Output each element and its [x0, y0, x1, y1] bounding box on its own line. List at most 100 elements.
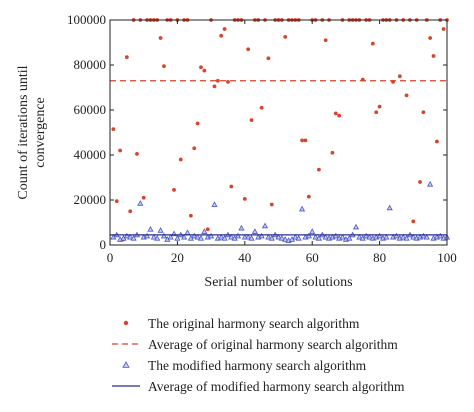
data-point-original	[178, 157, 183, 162]
data-point-original	[212, 84, 217, 89]
legend-entry-label: Average of original harmony search algor…	[148, 337, 398, 352]
data-point-original	[317, 167, 321, 172]
data-point-original	[404, 93, 409, 98]
x-tick-label: 0	[107, 250, 114, 265]
data-point-modified	[386, 204, 393, 211]
legend-entry-label: Average of modified harmony search algor…	[148, 379, 405, 394]
data-point-modified	[403, 235, 410, 241]
data-point-modified	[322, 233, 329, 240]
data-point-original	[337, 113, 342, 118]
data-point-modified	[238, 224, 245, 231]
data-point-modified	[312, 233, 319, 240]
data-point-modified	[410, 233, 417, 240]
x-tick-label: 100	[437, 250, 457, 265]
data-point-modified	[400, 233, 407, 240]
data-point-original	[226, 79, 230, 84]
data-point-modified	[184, 229, 191, 235]
data-point-modified	[437, 232, 444, 239]
data-point-original	[370, 41, 375, 46]
data-point-modified	[191, 232, 198, 239]
data-point-original	[441, 27, 446, 31]
data-point-modified	[147, 226, 154, 232]
data-point-original	[374, 110, 379, 115]
data-point-original	[259, 105, 264, 110]
x-tick-label: 80	[373, 250, 386, 265]
data-point-modified	[181, 233, 188, 240]
data-point-original	[205, 227, 210, 232]
x-tick-label: 20	[171, 250, 184, 265]
data-point-modified	[194, 233, 201, 240]
data-point-modified	[221, 235, 228, 241]
data-point-original	[202, 68, 207, 73]
data-point-modified	[160, 232, 167, 239]
data-point-original	[124, 55, 129, 60]
y-tick-label: 40000	[74, 147, 107, 162]
data-point-original	[118, 148, 123, 153]
data-layer	[110, 18, 451, 243]
data-point-modified	[218, 233, 225, 240]
legend-entry-label: The original harmony search algorithm	[148, 316, 360, 331]
y-tick-label: 20000	[74, 192, 107, 207]
data-point-modified	[383, 233, 390, 240]
y-tick-label: 80000	[74, 57, 107, 72]
data-point-original	[192, 146, 197, 151]
data-point-original	[431, 54, 436, 58]
data-point-original	[411, 219, 416, 224]
data-point-original	[229, 184, 234, 189]
data-point-modified	[268, 235, 275, 241]
y-axis-label-line-2: convergence	[33, 97, 48, 167]
y-axis-label-line-1: Count of iterations until	[16, 65, 31, 199]
data-point-original	[333, 111, 338, 116]
series-0	[111, 18, 449, 242]
data-point-modified	[211, 201, 218, 207]
data-point-original	[300, 138, 304, 143]
data-point-modified	[261, 222, 269, 229]
data-point-modified	[427, 181, 434, 187]
data-point-original	[330, 150, 335, 155]
data-point-modified	[123, 232, 130, 239]
data-point-modified	[245, 233, 252, 240]
data-point-modified	[130, 235, 137, 241]
data-point-original	[111, 127, 116, 132]
data-point-modified	[299, 205, 306, 212]
data-point-original	[306, 194, 311, 199]
data-point-modified	[275, 233, 282, 240]
data-point-original	[215, 78, 220, 83]
data-point-original	[172, 187, 176, 192]
data-point-original	[323, 38, 328, 43]
data-point-modified	[420, 232, 427, 239]
data-point-original	[246, 47, 251, 52]
legend-entry-label: The modified harmony search algorithm	[148, 358, 367, 373]
data-point-original	[199, 65, 203, 70]
data-point-modified	[137, 200, 144, 206]
data-point-modified	[228, 233, 235, 240]
data-point-modified	[174, 235, 181, 241]
data-point-modified	[234, 232, 242, 239]
data-point-original	[397, 74, 402, 79]
data-point-original	[418, 180, 422, 184]
data-point-original	[222, 27, 227, 31]
legend-marker-circle	[123, 320, 129, 326]
data-point-modified	[423, 233, 430, 240]
data-point-modified	[363, 232, 370, 239]
data-point-modified	[309, 228, 316, 234]
data-point-modified	[201, 228, 208, 234]
data-point-original	[141, 195, 146, 200]
data-point-modified	[154, 235, 161, 241]
data-point-modified	[265, 233, 272, 240]
data-point-modified	[150, 233, 157, 240]
data-point-original	[162, 64, 166, 69]
data-point-original	[242, 196, 247, 201]
x-axis-label: Serial number of solutions	[204, 275, 352, 290]
plot-frame	[109, 19, 448, 246]
data-point-modified	[366, 233, 373, 240]
series-2	[110, 181, 451, 243]
data-point-original	[421, 110, 426, 115]
data-point-modified	[278, 235, 285, 241]
data-point-modified	[393, 232, 400, 239]
data-point-modified	[157, 227, 164, 233]
data-point-original	[303, 138, 308, 143]
data-point-modified	[356, 233, 363, 240]
data-point-modified	[143, 232, 151, 239]
